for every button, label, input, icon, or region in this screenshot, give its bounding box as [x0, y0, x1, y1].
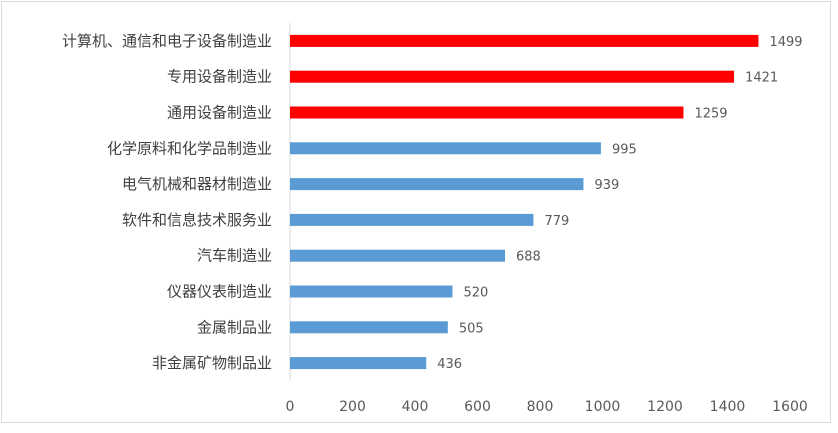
category-label: 电气机械和器材制造业	[122, 175, 272, 193]
data-label: 1499	[769, 35, 802, 50]
data-label: 505	[459, 321, 484, 336]
x-tick-label: 1200	[647, 399, 683, 415]
bar	[290, 106, 684, 119]
data-label: 995	[612, 142, 637, 157]
data-label: 779	[544, 214, 569, 229]
x-tick-label: 1400	[710, 399, 746, 415]
x-tick-label: 1600	[772, 399, 808, 415]
data-label: 436	[437, 357, 462, 372]
chart-frame	[1, 1, 831, 423]
data-label: 688	[516, 250, 541, 265]
bar	[290, 357, 427, 370]
bar	[290, 285, 453, 298]
x-tick-label: 400	[402, 399, 429, 415]
category-label: 化学原料和化学品制造业	[107, 139, 272, 157]
bar	[290, 213, 534, 226]
data-label: 520	[464, 286, 489, 301]
bar	[290, 142, 601, 155]
x-tick-label: 0	[286, 399, 295, 415]
x-tick-label: 1000	[585, 399, 621, 415]
data-label: 939	[594, 178, 619, 193]
bar	[290, 34, 759, 47]
bar	[290, 178, 584, 191]
x-tick-label: 200	[339, 399, 366, 415]
category-label: 汽车制造业	[197, 247, 272, 265]
category-label: 专用设备制造业	[167, 68, 272, 86]
category-label: 非金属矿物制品业	[152, 354, 272, 372]
category-label: 金属制品业	[197, 318, 272, 336]
bar	[290, 249, 505, 262]
category-label: 软件和信息技术服务业	[122, 211, 272, 229]
data-label: 1259	[694, 107, 727, 122]
bar	[290, 321, 448, 334]
category-label: 仪器仪表制造业	[167, 283, 272, 301]
x-tick-label: 600	[464, 399, 491, 415]
x-tick-label: 800	[527, 399, 554, 415]
bar	[290, 70, 735, 83]
data-label: 1421	[745, 71, 778, 86]
category-label: 通用设备制造业	[167, 104, 272, 122]
category-label: 计算机、通信和电子设备制造业	[62, 32, 272, 50]
